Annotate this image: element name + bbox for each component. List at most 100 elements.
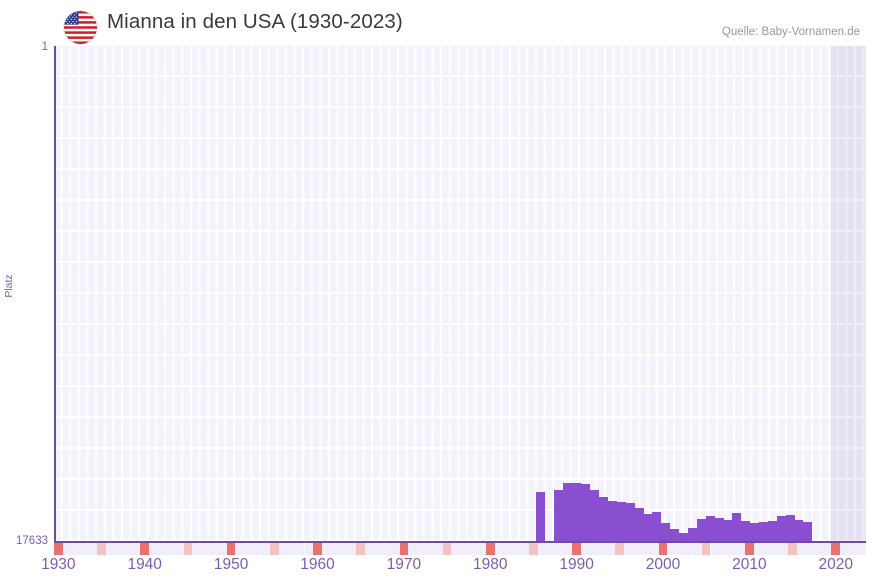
x-tick-minor-2002 [675, 543, 685, 555]
x-tick-minor-1952 [244, 543, 253, 555]
x-tick-1985 [529, 543, 538, 555]
x-axis-label-1930: 1930 [41, 556, 76, 573]
bar-2016 [777, 516, 787, 542]
x-axis-label-2010: 2010 [732, 556, 767, 573]
x-tick-minor-1972 [416, 543, 426, 555]
x-tick-minor-1953 [252, 543, 262, 555]
x-tick-minor-1978 [468, 543, 478, 555]
x-tick-minor-1956 [278, 543, 288, 555]
bar-2014 [759, 522, 769, 542]
x-tick-1990 [572, 543, 581, 555]
bar-1999 [626, 503, 636, 542]
x-tick-minor-1951 [235, 543, 245, 555]
x-axis-label-1940: 1940 [127, 556, 162, 573]
x-tick-minor-2012 [762, 543, 771, 555]
bar-2006 [688, 528, 698, 542]
x-tick-1965 [356, 543, 365, 555]
x-tick-minor-1931 [62, 543, 72, 555]
x-tick-minor-1962 [330, 543, 340, 555]
x-tick-minor-1977 [460, 543, 469, 555]
x-tick-minor-1934 [88, 543, 98, 555]
x-axis-line [54, 541, 866, 543]
y-axis-line [54, 46, 56, 543]
bar-1992 [563, 483, 573, 542]
x-tick-minor-1947 [200, 543, 210, 555]
x-tick-minor-1944 [174, 543, 184, 555]
bar-2019 [803, 522, 813, 542]
x-tick-minor-1982 [503, 543, 512, 555]
x-tick-minor-1979 [477, 543, 486, 555]
x-tick-minor-1941 [149, 543, 158, 555]
bar-2010 [723, 520, 733, 542]
bar-2002 [652, 512, 662, 542]
no-data-shaded-band [831, 46, 866, 542]
page-title: Mianna in den USA (1930-2023) [107, 10, 403, 33]
bar-1991 [554, 490, 564, 542]
x-tick-minor-1968 [382, 543, 391, 555]
x-axis-label-1960: 1960 [300, 556, 335, 573]
x-tick-minor-2016 [796, 543, 806, 555]
x-tick-minor-1943 [166, 543, 175, 555]
x-tick-minor-1963 [339, 543, 348, 555]
bar-series [54, 46, 866, 542]
bar-1995 [590, 490, 600, 542]
x-tick-minor-2004 [693, 543, 702, 555]
x-tick-minor-2018 [814, 543, 823, 555]
bar-2017 [786, 515, 796, 542]
x-tick-1950 [226, 543, 236, 555]
source-attribution: Quelle: Baby-Vornamen.de [721, 26, 860, 38]
bar-2004 [670, 529, 680, 542]
x-tick-minor-2014 [779, 543, 789, 555]
x-tick-minor-1936 [105, 543, 115, 555]
x-tick-minor-1959 [304, 543, 314, 555]
x-tick-minor-1997 [632, 543, 642, 555]
x-tick-minor-1986 [537, 543, 547, 555]
x-tick-minor-1976 [451, 543, 460, 555]
x-tick-minor-1987 [546, 543, 555, 555]
x-tick-minor-2013 [770, 543, 780, 555]
x-tick-minor-1961 [321, 543, 331, 555]
x-tick-minor-2022 [848, 543, 858, 555]
x-tick-minor-2006 [710, 543, 720, 555]
bar-2007 [697, 519, 707, 542]
x-tick-minor-2009 [736, 543, 746, 555]
x-tick-minor-1964 [347, 543, 357, 555]
x-tick-1970 [399, 543, 409, 555]
bar-1996 [599, 497, 609, 542]
x-tick-minor-1991 [580, 543, 590, 555]
bar-2005 [679, 533, 689, 542]
x-tick-minor-2019 [822, 543, 832, 555]
x-tick-minor-1946 [192, 543, 201, 555]
x-tick-minor-1998 [641, 543, 651, 555]
x-tick-minor-2011 [753, 543, 763, 555]
x-tick-1995 [615, 543, 625, 555]
x-tick-2005 [701, 543, 711, 555]
bar-2009 [715, 518, 725, 542]
chart-header: Mianna in den USA (1930-2023) Quelle: Ba… [0, 0, 873, 46]
bar-2013 [750, 523, 760, 542]
x-tick-minor-2023 [857, 543, 866, 555]
x-tick-minor-1974 [434, 543, 443, 555]
x-tick-minor-1984 [520, 543, 530, 555]
x-tick-minor-1992 [589, 543, 599, 555]
x-tick-minor-1938 [123, 543, 132, 555]
x-axis-label-2020: 2020 [818, 556, 854, 573]
chart-gridlines [54, 46, 866, 542]
x-axis-label-1980: 1980 [472, 556, 508, 573]
x-tick-1940 [140, 543, 149, 555]
x-tick-1975 [442, 543, 452, 555]
us-flag-icon [64, 11, 97, 44]
x-tick-minor-1973 [425, 543, 435, 555]
x-tick-1980 [485, 543, 495, 555]
y-axis-title: Platz [3, 274, 15, 298]
x-tick-minor-1939 [131, 543, 141, 555]
x-tick-minor-1999 [650, 543, 659, 555]
x-tick-1955 [269, 543, 279, 555]
bar-1997 [608, 501, 618, 542]
x-tick-minor-1989 [563, 543, 573, 555]
bar-2011 [732, 513, 742, 542]
x-axis-label-1990: 1990 [559, 556, 594, 573]
x-tick-1945 [183, 543, 193, 555]
bar-1994 [581, 484, 591, 542]
x-tick-minor-2007 [719, 543, 728, 555]
